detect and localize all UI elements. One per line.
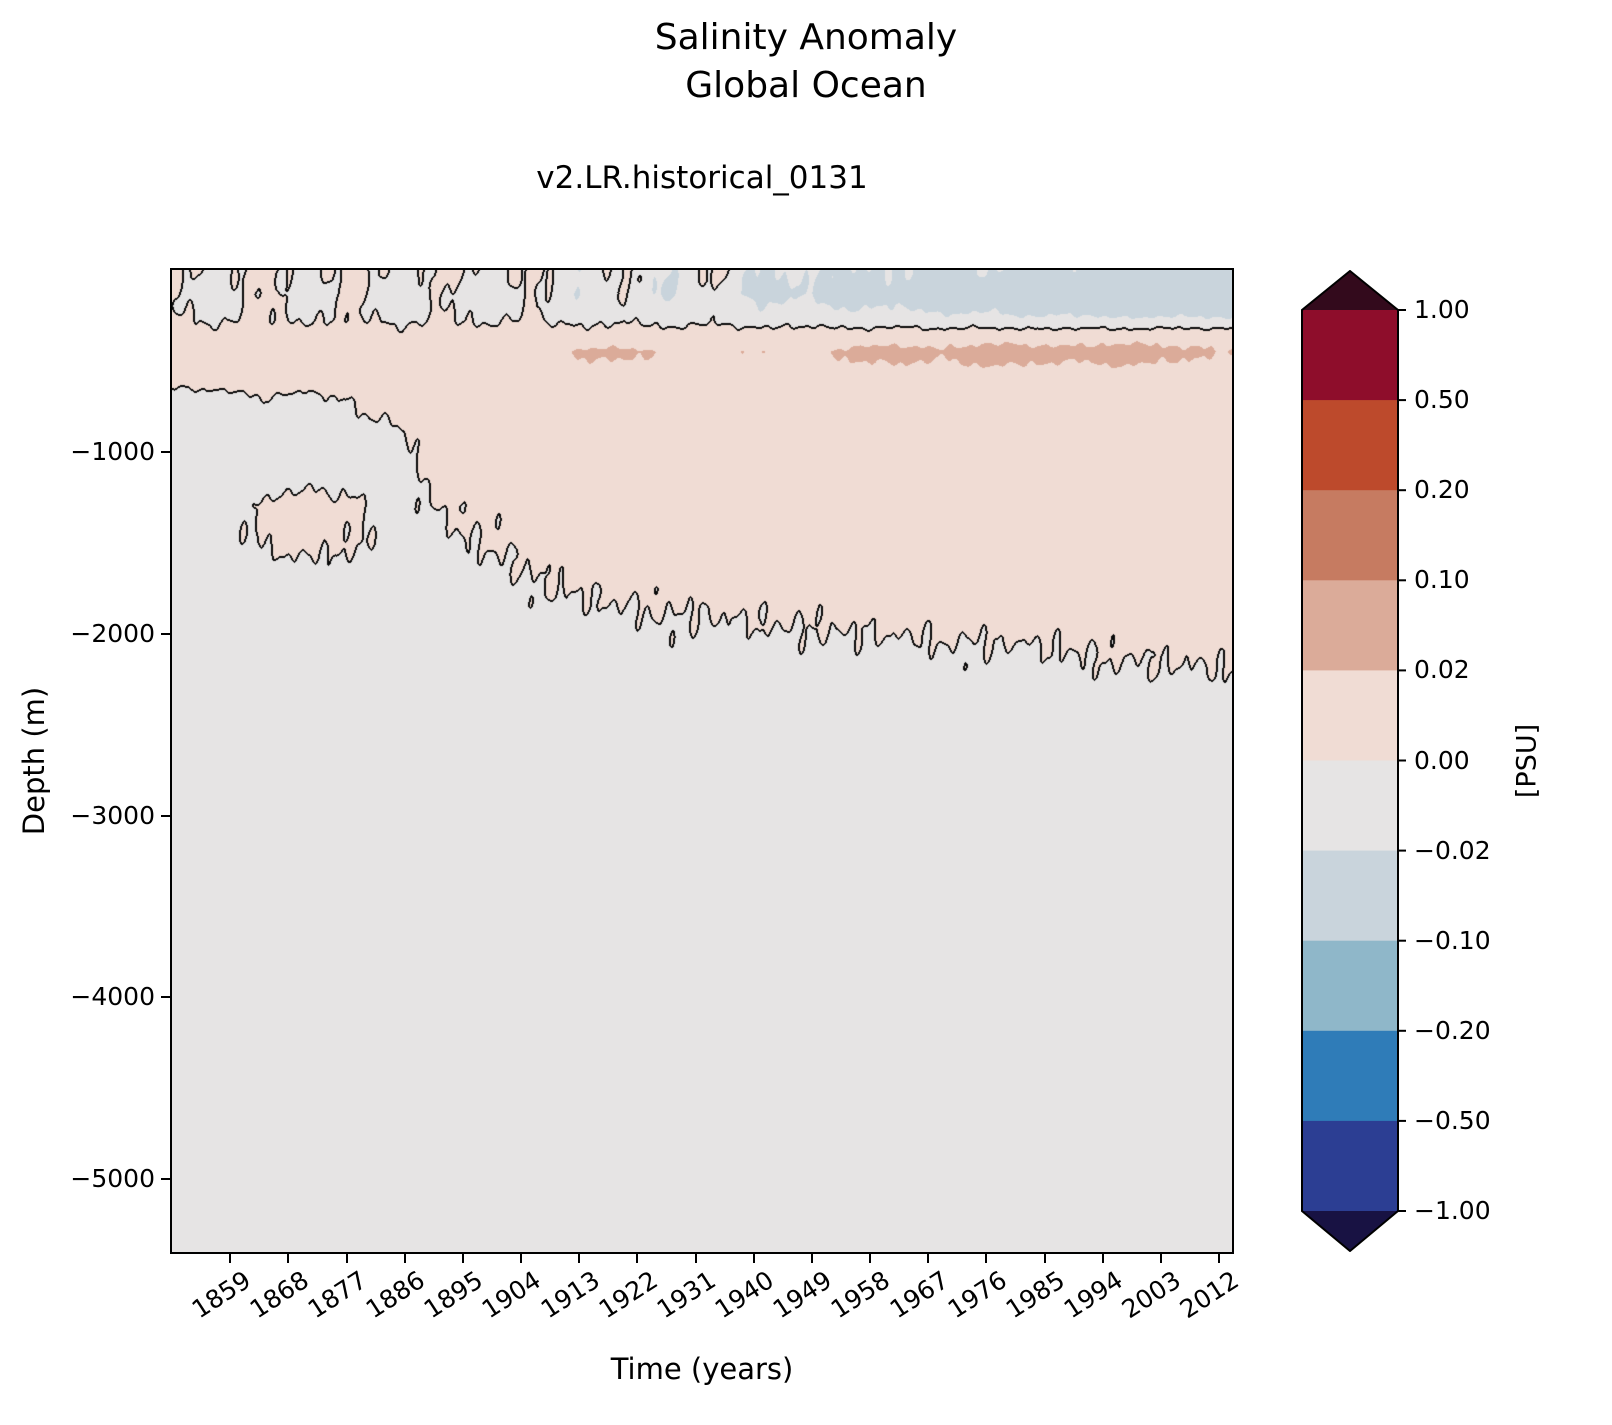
x-tick-label: 1904 (477, 1265, 547, 1325)
y-tick (161, 632, 170, 635)
x-tick (578, 1254, 581, 1263)
x-tick (1043, 1254, 1046, 1263)
x-tick-label: 1859 (186, 1265, 256, 1325)
x-tick-label: 1913 (535, 1265, 605, 1325)
colorbar-tick-label: 0.00 (1414, 745, 1470, 775)
x-tick-label: 1877 (302, 1265, 372, 1325)
y-tick-label: −2000 (70, 618, 155, 648)
figure-title-line2: Global Ocean (685, 65, 927, 106)
colorbar-tick-label: 0.20 (1414, 475, 1470, 505)
x-tick-label: 1976 (942, 1265, 1012, 1325)
colorbar-under-triangle (1302, 1211, 1398, 1251)
colorbar-band (1302, 940, 1398, 1032)
colorbar-tick-label: −1.00 (1414, 1196, 1491, 1225)
x-tick-label: 1994 (1058, 1265, 1128, 1325)
x-tick (403, 1254, 406, 1263)
y-tick-label: −1000 (70, 436, 155, 466)
x-tick-label: 1895 (418, 1265, 489, 1325)
colorbar-band (1302, 310, 1398, 401)
y-axis-label: Depth (m) (17, 686, 51, 836)
colorbar-over-triangle (1302, 271, 1398, 310)
x-tick-label: 1940 (709, 1265, 779, 1325)
colorbar-tick-label: −0.20 (1414, 1015, 1491, 1045)
colorbar-tick-label: −0.10 (1414, 925, 1491, 955)
x-tick (985, 1254, 988, 1263)
x-tick (520, 1254, 523, 1263)
colorbar-tick-label: 0.10 (1414, 565, 1470, 595)
colorbar-tick-label: −0.50 (1414, 1105, 1491, 1135)
colorbar-band (1302, 1030, 1398, 1122)
x-tick-label: 2003 (1117, 1265, 1187, 1325)
x-tick (287, 1254, 290, 1263)
x-tick-label: 1967 (884, 1265, 954, 1325)
colorbar-band (1302, 850, 1398, 942)
x-axis-label: Time (years) (610, 1352, 794, 1386)
figure-title-line1: Salinity Anomaly (654, 17, 958, 58)
x-tick (927, 1254, 930, 1263)
y-tick (161, 450, 170, 453)
colorbar-band (1302, 670, 1398, 762)
x-tick (869, 1254, 872, 1263)
colorbar (1301, 269, 1409, 1253)
plot-area (170, 268, 1234, 1254)
x-tick (636, 1254, 639, 1263)
x-tick-label: 1949 (767, 1265, 838, 1325)
x-tick-label: 1886 (360, 1265, 430, 1325)
x-tick (345, 1254, 348, 1263)
colorbar-band (1302, 400, 1398, 491)
x-tick-label: 1922 (593, 1265, 663, 1325)
y-tick (161, 996, 170, 999)
x-tick (752, 1254, 755, 1263)
x-tick (461, 1254, 464, 1263)
y-tick-label: −3000 (70, 800, 155, 830)
x-tick (229, 1254, 232, 1263)
y-tick-label: −5000 (70, 1164, 155, 1194)
colorbar-band (1302, 580, 1398, 671)
colorbar-tick-label: −0.02 (1414, 835, 1491, 865)
x-tick-label: 1958 (826, 1265, 896, 1325)
figure-title: Salinity Anomaly Global Ocean (0, 14, 1612, 110)
colorbar-band (1302, 760, 1398, 852)
y-tick (161, 814, 170, 817)
colorbar-svg (1301, 269, 1406, 1253)
x-tick (1101, 1254, 1104, 1263)
y-tick (161, 1178, 170, 1181)
colorbar-band (1302, 1120, 1398, 1212)
x-tick-label: 1868 (244, 1265, 314, 1325)
colorbar-tick-label: 0.50 (1414, 385, 1470, 415)
colorbar-label: [PSU] (1511, 723, 1543, 799)
axes-title: v2.LR.historical_0131 (536, 160, 868, 196)
x-tick (810, 1254, 813, 1263)
contour-plot-canvas (172, 270, 1232, 1252)
colorbar-tick-label: 0.02 (1414, 655, 1470, 685)
x-tick (1159, 1254, 1162, 1263)
x-tick (694, 1254, 697, 1263)
y-tick-label: −4000 (70, 982, 155, 1012)
x-tick-label: 1931 (651, 1265, 721, 1325)
x-tick (1218, 1254, 1221, 1263)
colorbar-tick-label: 1.00 (1414, 295, 1470, 324)
x-tick-label: 1985 (1000, 1265, 1070, 1325)
colorbar-band (1302, 490, 1398, 581)
x-tick-label: 2012 (1175, 1265, 1245, 1325)
